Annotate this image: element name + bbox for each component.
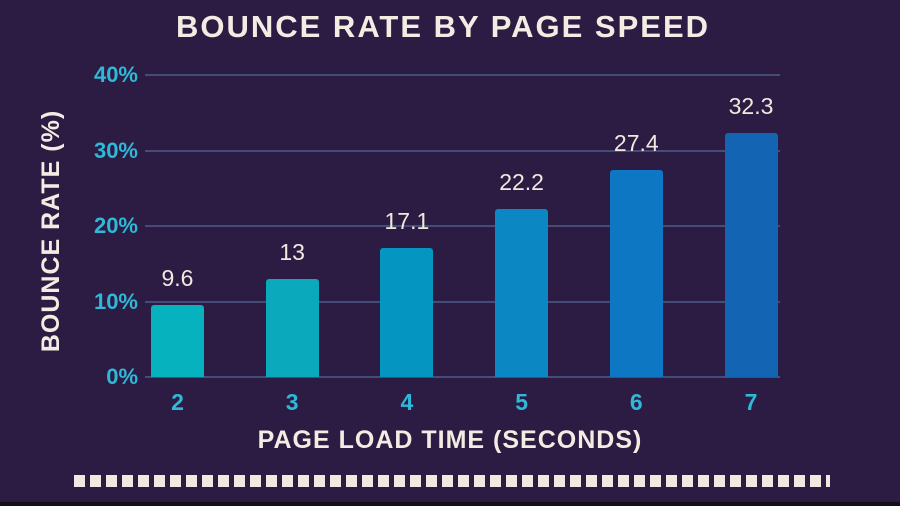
x-tick-4: 4: [400, 389, 414, 415]
value-label-7s: 32.3: [728, 93, 774, 120]
bar-5s: [495, 209, 549, 377]
x-tick-7: 7: [744, 389, 758, 415]
gridline-40%: [145, 74, 780, 76]
value-label-6s: 27.4: [613, 130, 659, 157]
y-tick-20%: 20%: [93, 213, 138, 238]
bar-3s: [265, 278, 319, 377]
bottom-strip: [0, 502, 900, 506]
x-axis-title: PAGE LOAD TIME (SECONDS): [257, 426, 643, 454]
gridline-10%: [145, 300, 780, 303]
y-tick-0%: 0%: [106, 364, 138, 389]
x-tick-5: 5: [515, 389, 528, 415]
value-label-2s: 9.6: [161, 264, 194, 291]
gridline-0%: [145, 376, 780, 378]
value-label-4s: 17.1: [384, 207, 430, 234]
gridline-20%: [145, 225, 780, 227]
value-label-5s: 22.2: [499, 169, 544, 196]
x-tick-3: 3: [285, 389, 299, 415]
chart-title: BOUNCE RATE BY PAGE SPEED: [175, 9, 711, 44]
y-axis-title: BOUNCE RATE (%): [37, 109, 65, 353]
bar-6s: [609, 170, 663, 377]
bar-7s: [724, 133, 778, 377]
y-tick-10%: 10%: [93, 288, 138, 314]
x-tick-2: 2: [171, 389, 184, 415]
bar-2s: [151, 304, 204, 377]
y-tick-40%: 40%: [93, 62, 138, 87]
x-tick-6: 6: [629, 389, 643, 415]
dashed-divider: [74, 475, 830, 487]
value-label-3s: 13: [279, 238, 305, 265]
bar-4s: [380, 247, 434, 377]
y-tick-30%: 30%: [93, 137, 138, 163]
gridline-30%: [145, 149, 780, 152]
